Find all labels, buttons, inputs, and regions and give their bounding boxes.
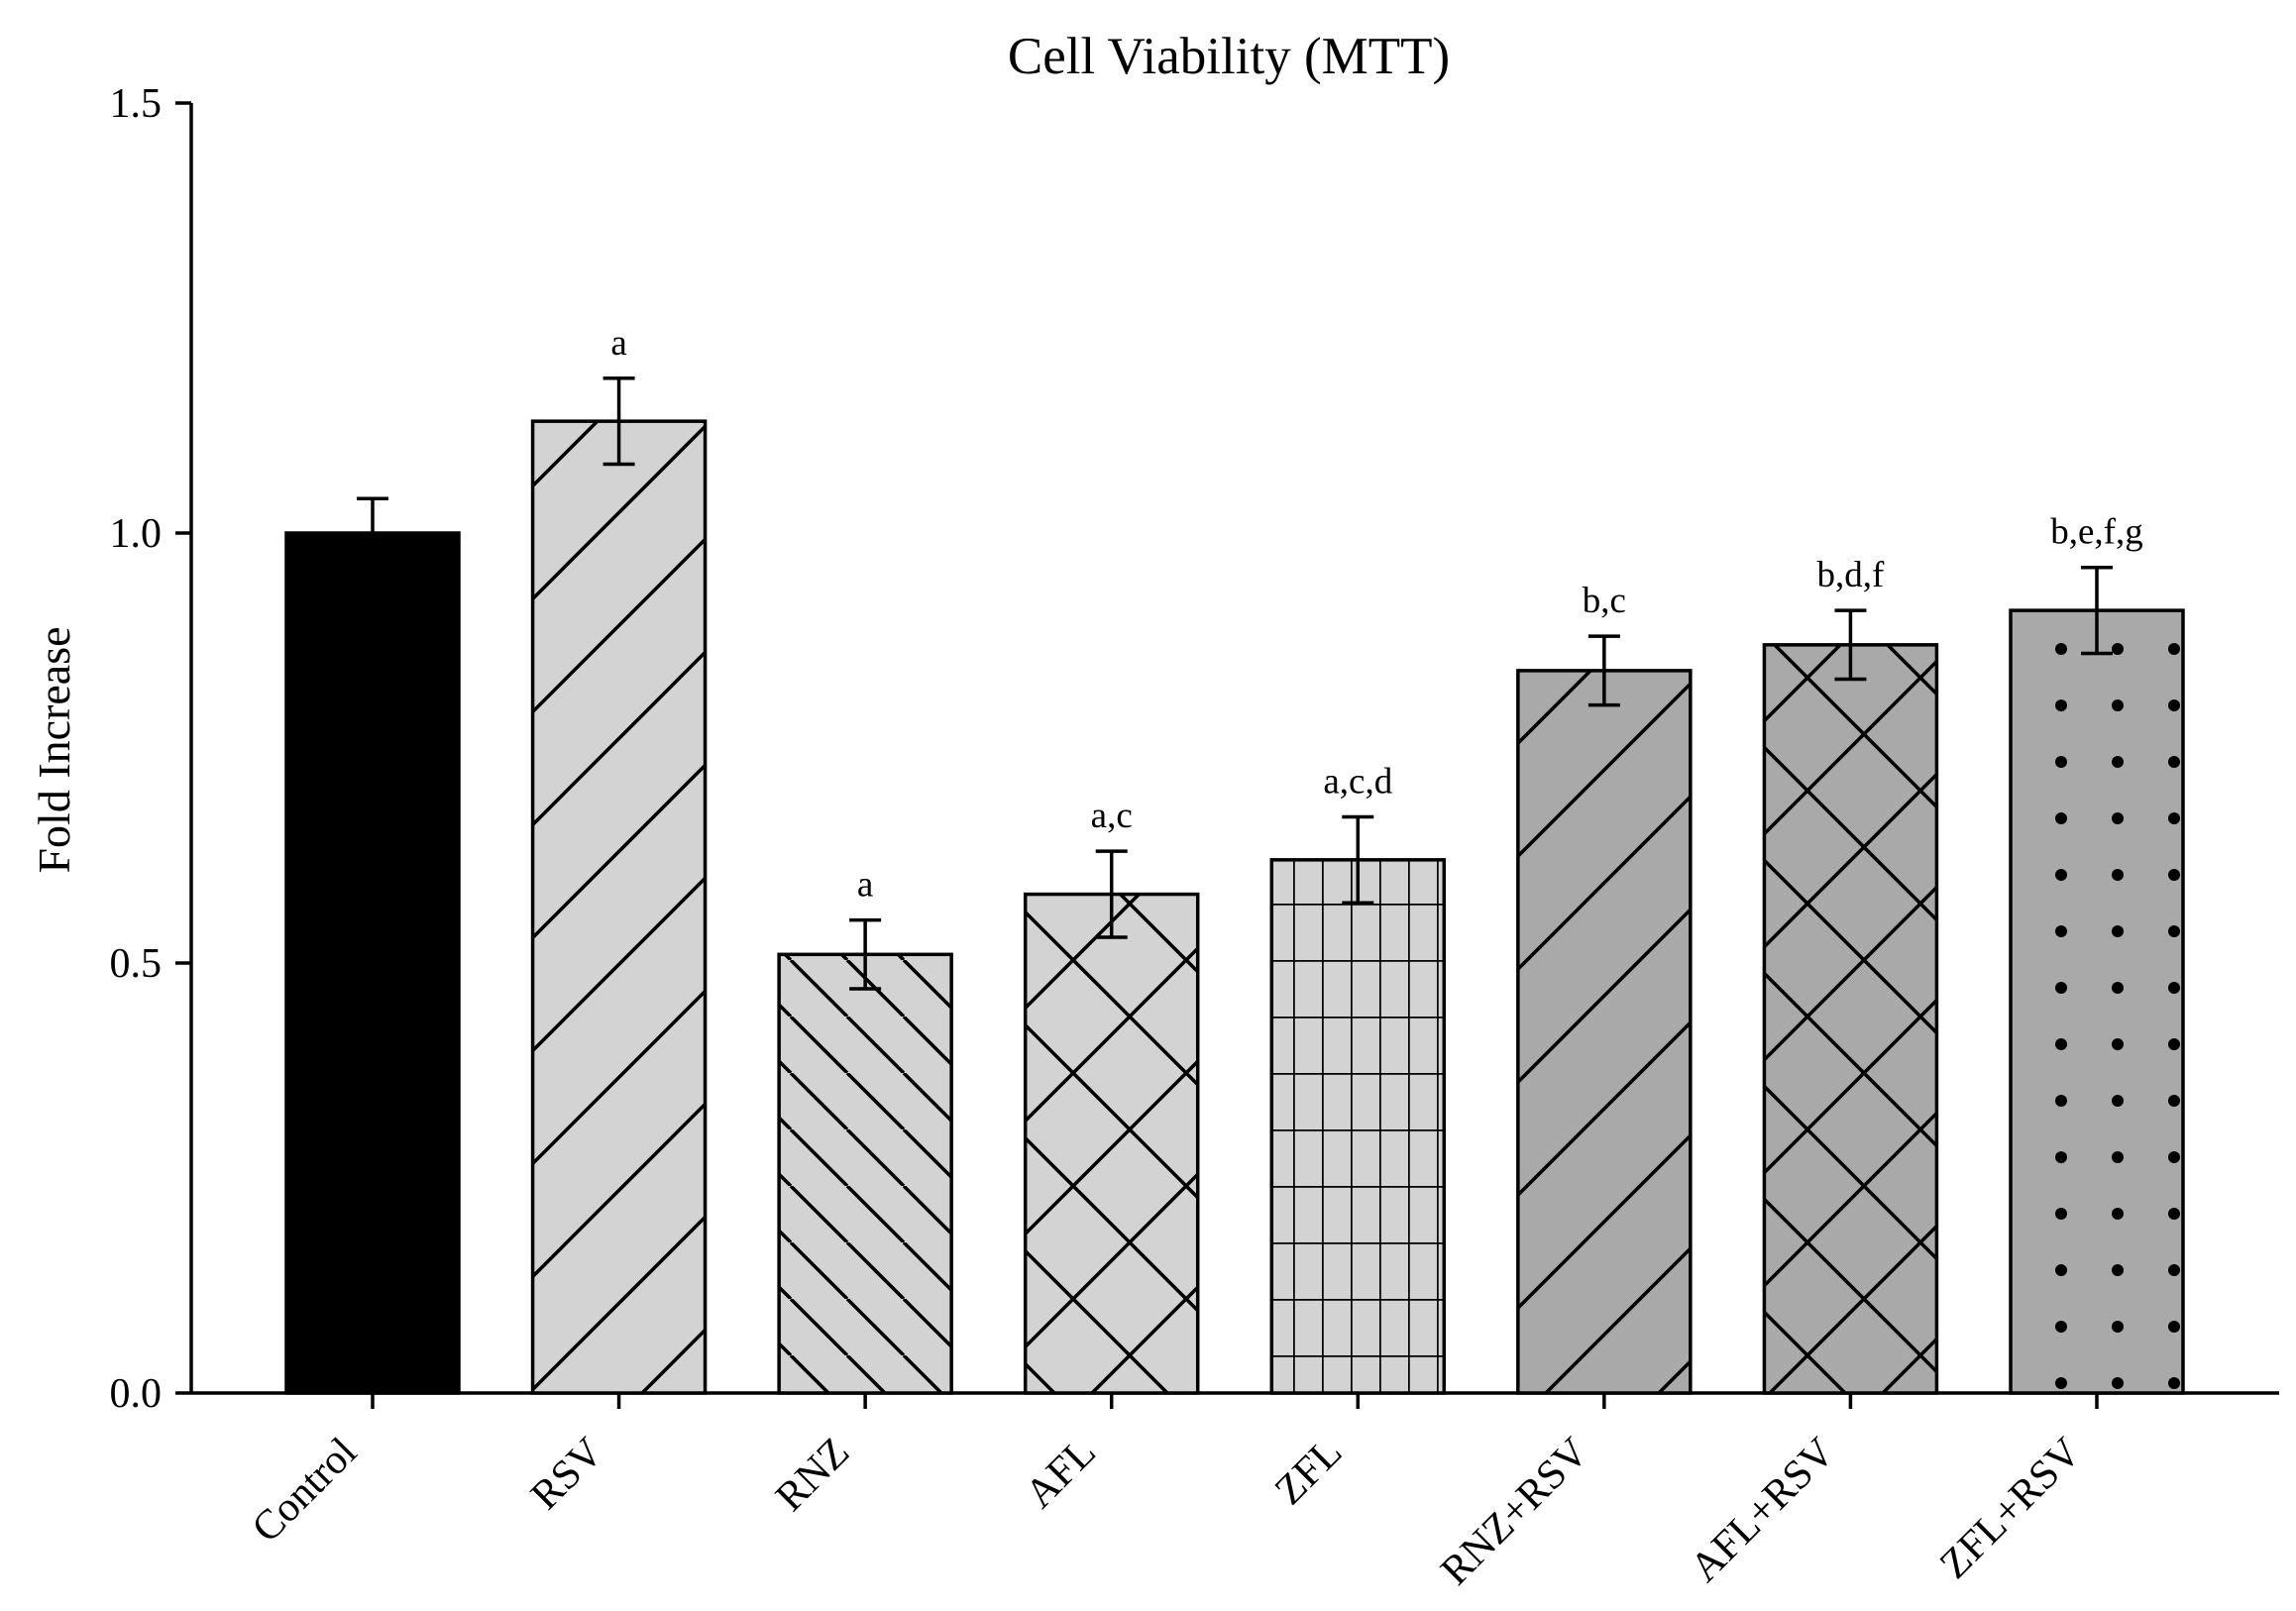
bar-group: a,c AFL (1017, 796, 1200, 1518)
bar-pattern (779, 954, 952, 1393)
bar-pattern (1025, 894, 1198, 1393)
x-tick-label: Control (244, 1430, 366, 1552)
bar-pattern (2011, 610, 2183, 1393)
bar-group: b,d,f AFL+RSV (1682, 555, 1939, 1591)
bar-group: b,e,f,g ZFL+RSV (1931, 512, 2185, 1588)
bar-group: a RNZ (767, 865, 953, 1521)
significance-label: b,e,f,g (2050, 512, 2143, 553)
significance-label: a (857, 865, 873, 906)
y-axis-label: Fold Increase (29, 626, 79, 873)
significance-label: a,c (1091, 796, 1133, 836)
chart-title: Cell Viability (MTT) (1008, 28, 1450, 85)
x-tick-label: AFL+RSV (1682, 1430, 1843, 1591)
bar-group: Control (244, 496, 461, 1552)
y-tick-label: 1.5 (110, 81, 163, 127)
significance-label: a,c,d (1323, 761, 1392, 802)
y-tick-label: 0.0 (110, 1371, 163, 1417)
x-tick-label: RNZ (767, 1430, 858, 1521)
y-tick-label: 0.5 (110, 941, 163, 987)
bars: ControlaRSVaRNZa,cAFLa,c,dZFLb,cRNZ+RSVb… (244, 323, 2185, 1594)
significance-label: b,c (1583, 581, 1626, 621)
bar-pattern (532, 421, 706, 1393)
bar-pattern (1517, 670, 1691, 1393)
significance-label: b,d,f (1817, 555, 1886, 595)
bar-pattern (1271, 859, 1445, 1393)
bar-group: b,c RNZ+RSV (1432, 581, 1693, 1594)
x-tick-label: AFL (1017, 1430, 1105, 1518)
x-tick-label: ZFL+RSV (1931, 1430, 2090, 1588)
bar (286, 533, 459, 1393)
x-tick-label: ZFL (1266, 1430, 1351, 1514)
significance-label: a (610, 323, 626, 364)
bar-group: a RSV (522, 323, 708, 1519)
x-tick-label: RSV (522, 1430, 611, 1519)
x-tick-label: RNZ+RSV (1432, 1430, 1596, 1594)
y-tick-label: 1.0 (110, 511, 163, 557)
bar-group: a,c,d ZFL (1266, 761, 1447, 1514)
bar-pattern (1764, 644, 1937, 1393)
